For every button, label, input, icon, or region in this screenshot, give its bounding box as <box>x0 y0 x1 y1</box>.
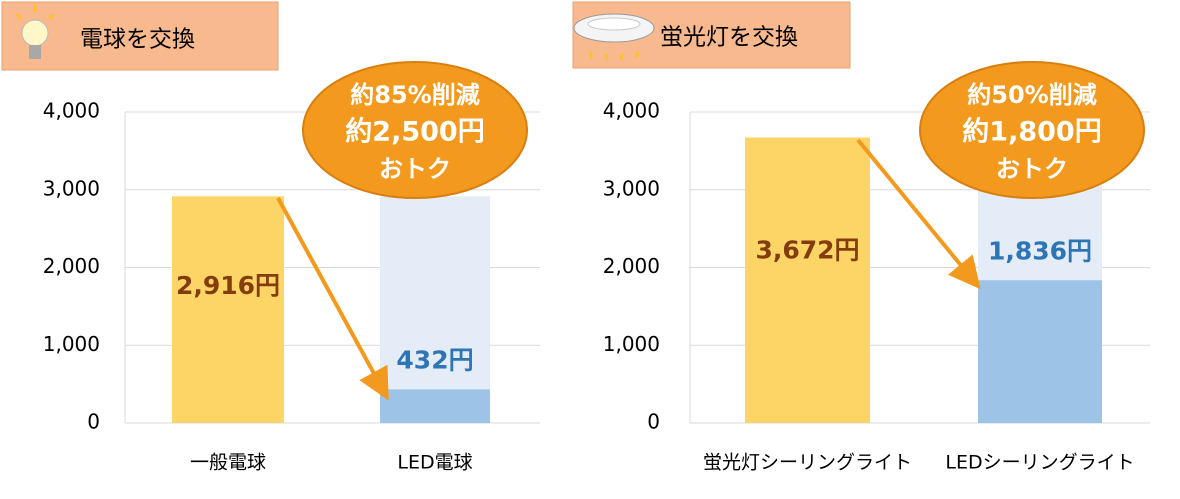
y-tick-label: 2,000 <box>603 254 660 278</box>
y-tick-label: 0 <box>647 410 660 434</box>
header-title: 電球を交換 <box>80 27 195 53</box>
category-label: LEDシーリングライト <box>945 452 1134 474</box>
callout-text: 約85%削減 <box>350 81 479 109</box>
callout-text: 約1,800円 <box>962 116 1101 148</box>
y-tick-label: 3,000 <box>603 176 660 200</box>
y-tick-label: 3,000 <box>43 176 100 200</box>
callout-text: おトク <box>996 155 1068 183</box>
arrow <box>856 138 981 290</box>
bar <box>172 196 284 423</box>
value-label: 432円 <box>396 345 473 374</box>
bar <box>380 389 490 423</box>
ceiling-icon <box>573 13 655 61</box>
header-title: 蛍光灯を交換 <box>660 25 798 51</box>
value-label: 3,672円 <box>755 236 859 265</box>
category-label: 蛍光灯シーリングライト <box>703 452 912 474</box>
category-label: 一般電球 <box>190 452 266 474</box>
value-label: 1,836円 <box>988 236 1092 265</box>
reference-bar <box>380 196 490 423</box>
y-tick-label: 2,000 <box>43 254 100 278</box>
bulb-icon <box>14 4 56 59</box>
category-label: LED電球 <box>397 452 472 474</box>
bar <box>978 280 1102 423</box>
y-tick-label: 1,000 <box>603 332 660 356</box>
callout-text: おトク <box>379 155 451 183</box>
callout-text: 約2,500円 <box>345 116 484 148</box>
y-tick-label: 0 <box>87 410 100 434</box>
bar <box>745 137 870 423</box>
callout-bubble <box>302 61 528 199</box>
y-tick-label: 4,000 <box>603 99 660 123</box>
y-tick-label: 1,000 <box>43 332 100 356</box>
arrow <box>276 197 389 401</box>
callout-bubble <box>919 61 1145 199</box>
value-label: 2,916円 <box>176 271 280 300</box>
y-tick-label: 4,000 <box>43 99 100 123</box>
callout-text: 約50%削減 <box>967 81 1096 109</box>
